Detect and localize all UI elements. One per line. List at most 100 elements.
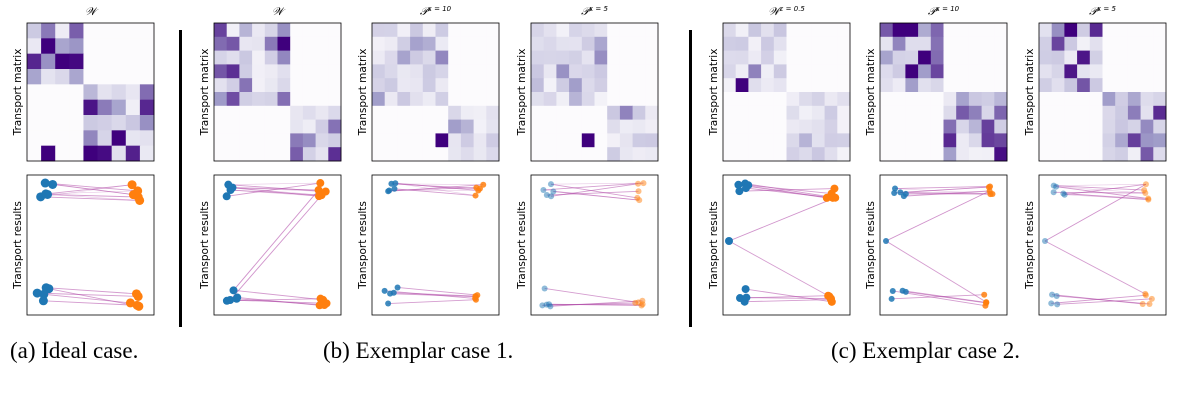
matrix-cell [918,78,931,92]
transport-matrix [880,23,1007,161]
matrix-cell [448,120,461,134]
matrix-cell [397,78,410,92]
source-point [548,181,554,187]
source-point [392,180,398,186]
matrix-cell [531,23,544,37]
matrix-cell [227,92,240,106]
matrix-cell [982,23,995,37]
matrix-cell [316,147,329,161]
matrix-cell [748,133,761,147]
matrix-cell [799,23,812,37]
matrix-cell [787,106,800,120]
matrix-cell [227,37,240,51]
matrix-cell [239,120,252,134]
matrix-cell [774,64,787,78]
matrix-cell [956,133,969,147]
matrix-cell [748,106,761,120]
matrix-cell [372,92,385,106]
matrix-cell [126,115,141,131]
target-point [640,180,646,186]
matrix-cell [328,64,341,78]
matrix-cell [83,54,98,70]
matrix-cell [969,133,982,147]
matrix-cell [410,51,423,65]
matrix-cell [328,37,341,51]
matrix-cell [556,120,569,134]
matrix-cell [410,147,423,161]
matrix-cell [880,120,893,134]
matrix-cell [905,51,918,65]
matrix-cell [1103,106,1116,120]
matrix-cell [787,64,800,78]
matrix-cell [969,92,982,106]
matrix-cell [55,130,70,146]
matrix-cell [27,38,42,54]
matrix-cell [27,115,42,131]
matrix-cell [1128,64,1141,78]
matrix-cell [1064,64,1077,78]
matrix-cell [761,92,774,106]
target-point [1141,187,1147,193]
matrix-cell [774,23,787,37]
matrix-cell [290,78,303,92]
matrix-cell [278,147,291,161]
matrix-cell [531,37,544,51]
matrix-cell [544,51,557,65]
matrix-cell [774,78,787,92]
panel-title: 𝒫κ = 10 [420,5,452,18]
matrix-cell [544,147,557,161]
matrix-cell [956,147,969,161]
matrix-cell [582,51,595,65]
matrix-cell [239,92,252,106]
matrix-cell [582,23,595,37]
results-ylabel: Transport results [12,201,24,290]
matrix-cell [1077,64,1090,78]
matrix-cell [748,92,761,106]
matrix-cell [1141,51,1154,65]
results-ylabel: Transport results [865,201,877,290]
matrix-cell [474,51,487,65]
matrix-cell [278,106,291,120]
matrix-cell [918,64,931,78]
matrix-cell [736,147,749,161]
matrix-cell [385,51,398,65]
matrix-cell [607,78,620,92]
matrix-cell [569,78,582,92]
matrix-cell [761,23,774,37]
matrix-cell [227,78,240,92]
source-point [546,301,552,307]
matrix-cell [265,147,278,161]
matrix-cell [1077,23,1090,37]
matrix-cell [112,146,127,162]
matrix-cell [1153,92,1166,106]
matrix-cell [397,51,410,65]
matrix-cell [969,37,982,51]
matrix-cell [1128,133,1141,147]
matrix-cell [544,37,557,51]
matrix-cell [761,78,774,92]
matrix-cell [1115,23,1128,37]
matrix-cell [239,64,252,78]
matrix-cell [1115,133,1128,147]
matrix-cell [556,23,569,37]
source-point [1049,292,1055,298]
matrix-cell [126,38,141,54]
matrix-cell [55,38,70,54]
matrix-cell [736,51,749,65]
matrix-cell [1077,78,1090,92]
matrix-cell [787,92,800,106]
matrix-cell [556,147,569,161]
matrix-cell [290,133,303,147]
matrix-cell [1064,37,1077,51]
target-point [320,301,328,309]
matrix-cell [265,37,278,51]
matrix-cell [723,23,736,37]
source-point [903,289,909,295]
matrix-cell [1039,120,1052,134]
matrix-cell [69,23,84,39]
matrix-cell [569,51,582,65]
matrix-cell [931,106,944,120]
matrix-cell [569,37,582,51]
matrix-cell [423,23,436,37]
matrix-cell [214,120,227,134]
